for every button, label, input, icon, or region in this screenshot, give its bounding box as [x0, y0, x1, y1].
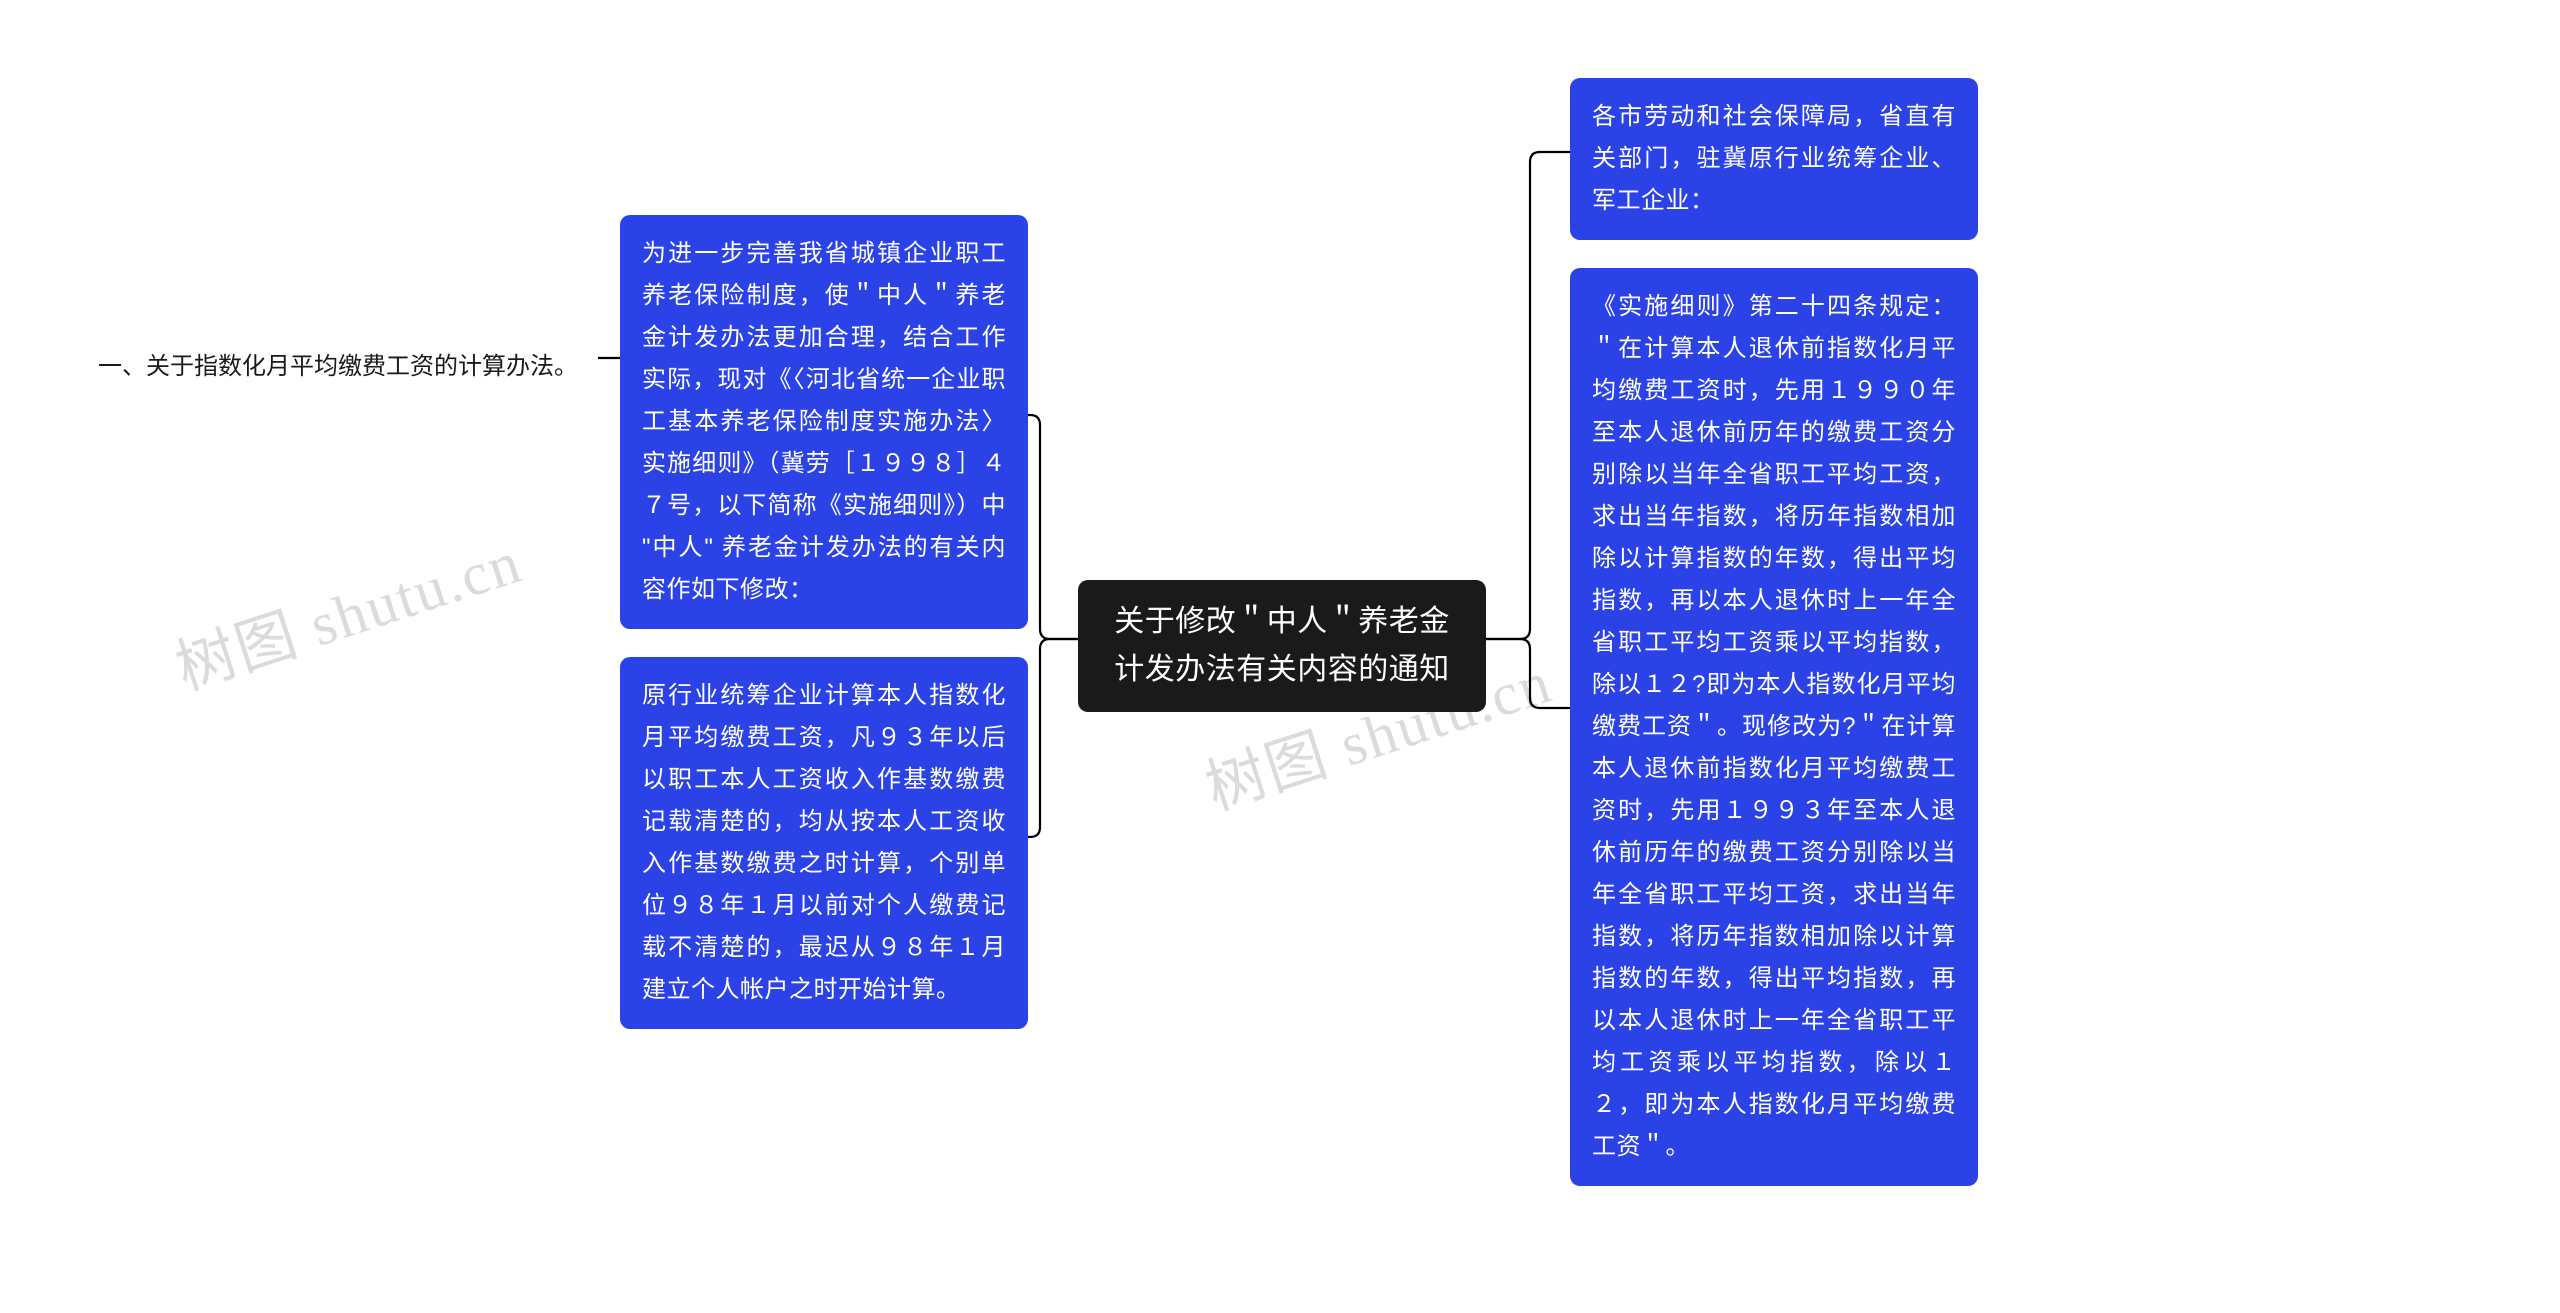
center-node[interactable]: 关于修改＂中人＂养老金计发办法有关内容的通知 — [1078, 580, 1486, 712]
right-blue-bottom[interactable]: 《实施细则》第二十四条规定：＂在计算本人退休前指数化月平均缴费工资时，先用１９９… — [1570, 268, 1978, 1186]
left-blue-bottom[interactable]: 原行业统筹企业计算本人指数化月平均缴费工资，凡９３年以后以职工本人工资收入作基数… — [620, 657, 1028, 1029]
right-blue-top[interactable]: 各市劳动和社会保障局，省直有关部门，驻冀原行业统筹企业、军工企业： — [1570, 78, 1978, 240]
left-plain-leaf[interactable]: 一、关于指数化月平均缴费工资的计算办法。 — [98, 346, 578, 381]
watermark-1: 树图 shutu.cn — [163, 513, 531, 707]
left-blue-top[interactable]: 为进一步完善我省城镇企业职工养老保险制度，使＂中人＂养老金计发办法更加合理，结合… — [620, 215, 1028, 629]
